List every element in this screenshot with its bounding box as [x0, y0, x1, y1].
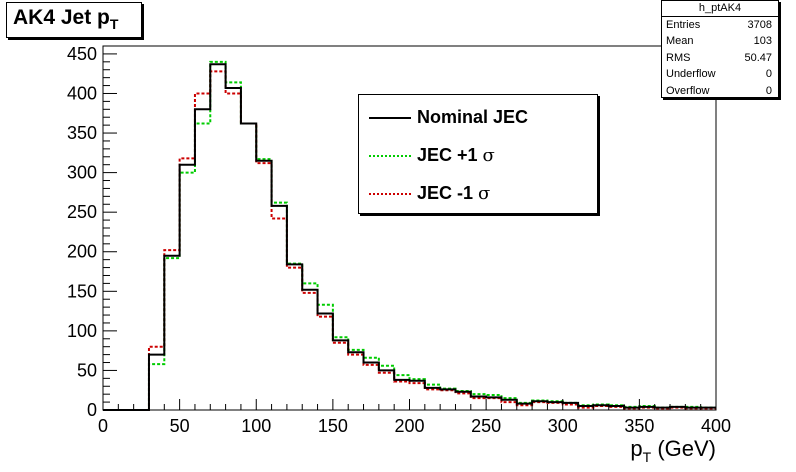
- stats-row-overflow: Overflow 0: [666, 84, 772, 97]
- stats-row-entries: Entries 3708: [666, 19, 772, 31]
- legend-label-nominal: Nominal JEC: [417, 107, 529, 127]
- tick-labels: 0 50 100 150 200 250 300 350 400 0 50 100 150 200 250 3…: [67, 44, 731, 436]
- x-tick-label: 300: [548, 416, 578, 436]
- legend-line-plus: [369, 155, 411, 157]
- chart-title-box: AK4 Jet pT: [6, 2, 142, 38]
- chart-title: AK4 Jet pT: [13, 6, 119, 32]
- y-tick-label: 200: [67, 242, 97, 262]
- x-tick-label: 400: [701, 416, 731, 436]
- x-axis-title: pT (GeV): [630, 436, 716, 465]
- y-tick-label: 150: [67, 281, 97, 301]
- x-tick-label: 350: [624, 416, 654, 436]
- stats-box: h_ptAK4 Entries 3708 Mean 103 RMS 50.47 Und…: [661, 0, 779, 98]
- y-tick-label: 350: [67, 123, 97, 143]
- x-tick-label: 50: [170, 416, 190, 436]
- legend: Nominal JEC JEC +1 σ JEC -1 σ: [358, 94, 598, 214]
- stats-row-rms: RMS 50.47: [666, 51, 772, 64]
- stats-row-mean: Mean 103: [666, 35, 772, 48]
- stats-row-underflow: Underflow 0: [666, 68, 772, 81]
- y-tick-label: 400: [67, 83, 97, 103]
- x-tick-label: 150: [318, 416, 348, 436]
- x-tick-label: 250: [471, 416, 501, 436]
- legend-entry-plus: JEC +1 σ: [367, 141, 593, 171]
- legend-entry-minus: JEC -1 σ: [367, 179, 593, 209]
- x-tick-label: 100: [241, 416, 271, 436]
- x-tick-label: 200: [394, 416, 424, 436]
- x-tick-label: 0: [98, 416, 108, 436]
- legend-line-minus: [369, 193, 411, 195]
- axis-ticks: [102, 45, 717, 411]
- y-tick-label: 50: [77, 360, 97, 380]
- y-tick-label: 250: [67, 202, 97, 222]
- legend-entry-nominal: Nominal JEC: [367, 103, 593, 133]
- stats-histogram-name: h_ptAK4: [662, 1, 778, 17]
- series-minus: [103, 70, 716, 411]
- y-tick-label: 100: [67, 321, 97, 341]
- y-tick-label: 0: [87, 400, 97, 420]
- legend-line-nominal: [369, 117, 411, 119]
- y-tick-label: 450: [67, 44, 97, 64]
- legend-label-plus: JEC +1 σ: [417, 145, 495, 166]
- y-tick-label: 300: [67, 163, 97, 183]
- legend-label-minus: JEC -1 σ: [417, 183, 491, 204]
